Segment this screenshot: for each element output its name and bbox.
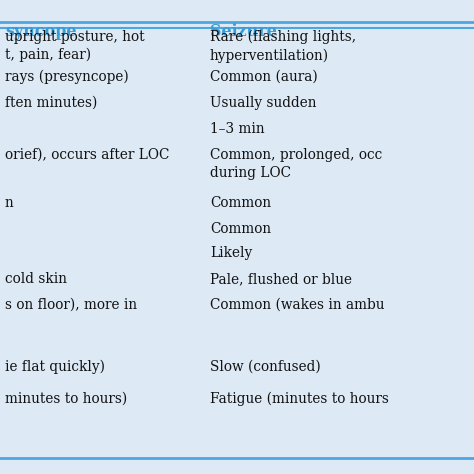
Text: syncope: syncope [5, 23, 76, 40]
Text: Common (wakes in ambu: Common (wakes in ambu [210, 298, 384, 312]
Text: minutes to hours): minutes to hours) [5, 392, 127, 406]
Text: Pale, flushed or blue: Pale, flushed or blue [210, 272, 352, 286]
Text: Usually sudden: Usually sudden [210, 96, 317, 110]
Text: Common: Common [210, 196, 271, 210]
Text: Likely: Likely [210, 246, 252, 260]
Text: cold skin: cold skin [5, 272, 67, 286]
Text: n: n [5, 196, 14, 210]
Text: ie flat quickly): ie flat quickly) [5, 360, 105, 374]
Text: Rare (flashing lights,
hyperventilation): Rare (flashing lights, hyperventilation) [210, 30, 356, 63]
Text: Common, prolonged, occ
during LOC: Common, prolonged, occ during LOC [210, 148, 382, 180]
Text: ften minutes): ften minutes) [5, 96, 97, 110]
Text: Common: Common [210, 222, 271, 236]
Text: Fatigue (minutes to hours: Fatigue (minutes to hours [210, 392, 389, 406]
Text: upright posture, hot
t, pain, fear): upright posture, hot t, pain, fear) [5, 30, 145, 63]
Text: Seizure: Seizure [210, 23, 277, 40]
Text: Slow (confused): Slow (confused) [210, 360, 321, 374]
Text: 1–3 min: 1–3 min [210, 122, 264, 136]
Text: rays (presyncope): rays (presyncope) [5, 70, 129, 84]
Text: Common (aura): Common (aura) [210, 70, 318, 84]
Text: s on floor), more in: s on floor), more in [5, 298, 137, 312]
Text: orief), occurs after LOC: orief), occurs after LOC [5, 148, 169, 162]
